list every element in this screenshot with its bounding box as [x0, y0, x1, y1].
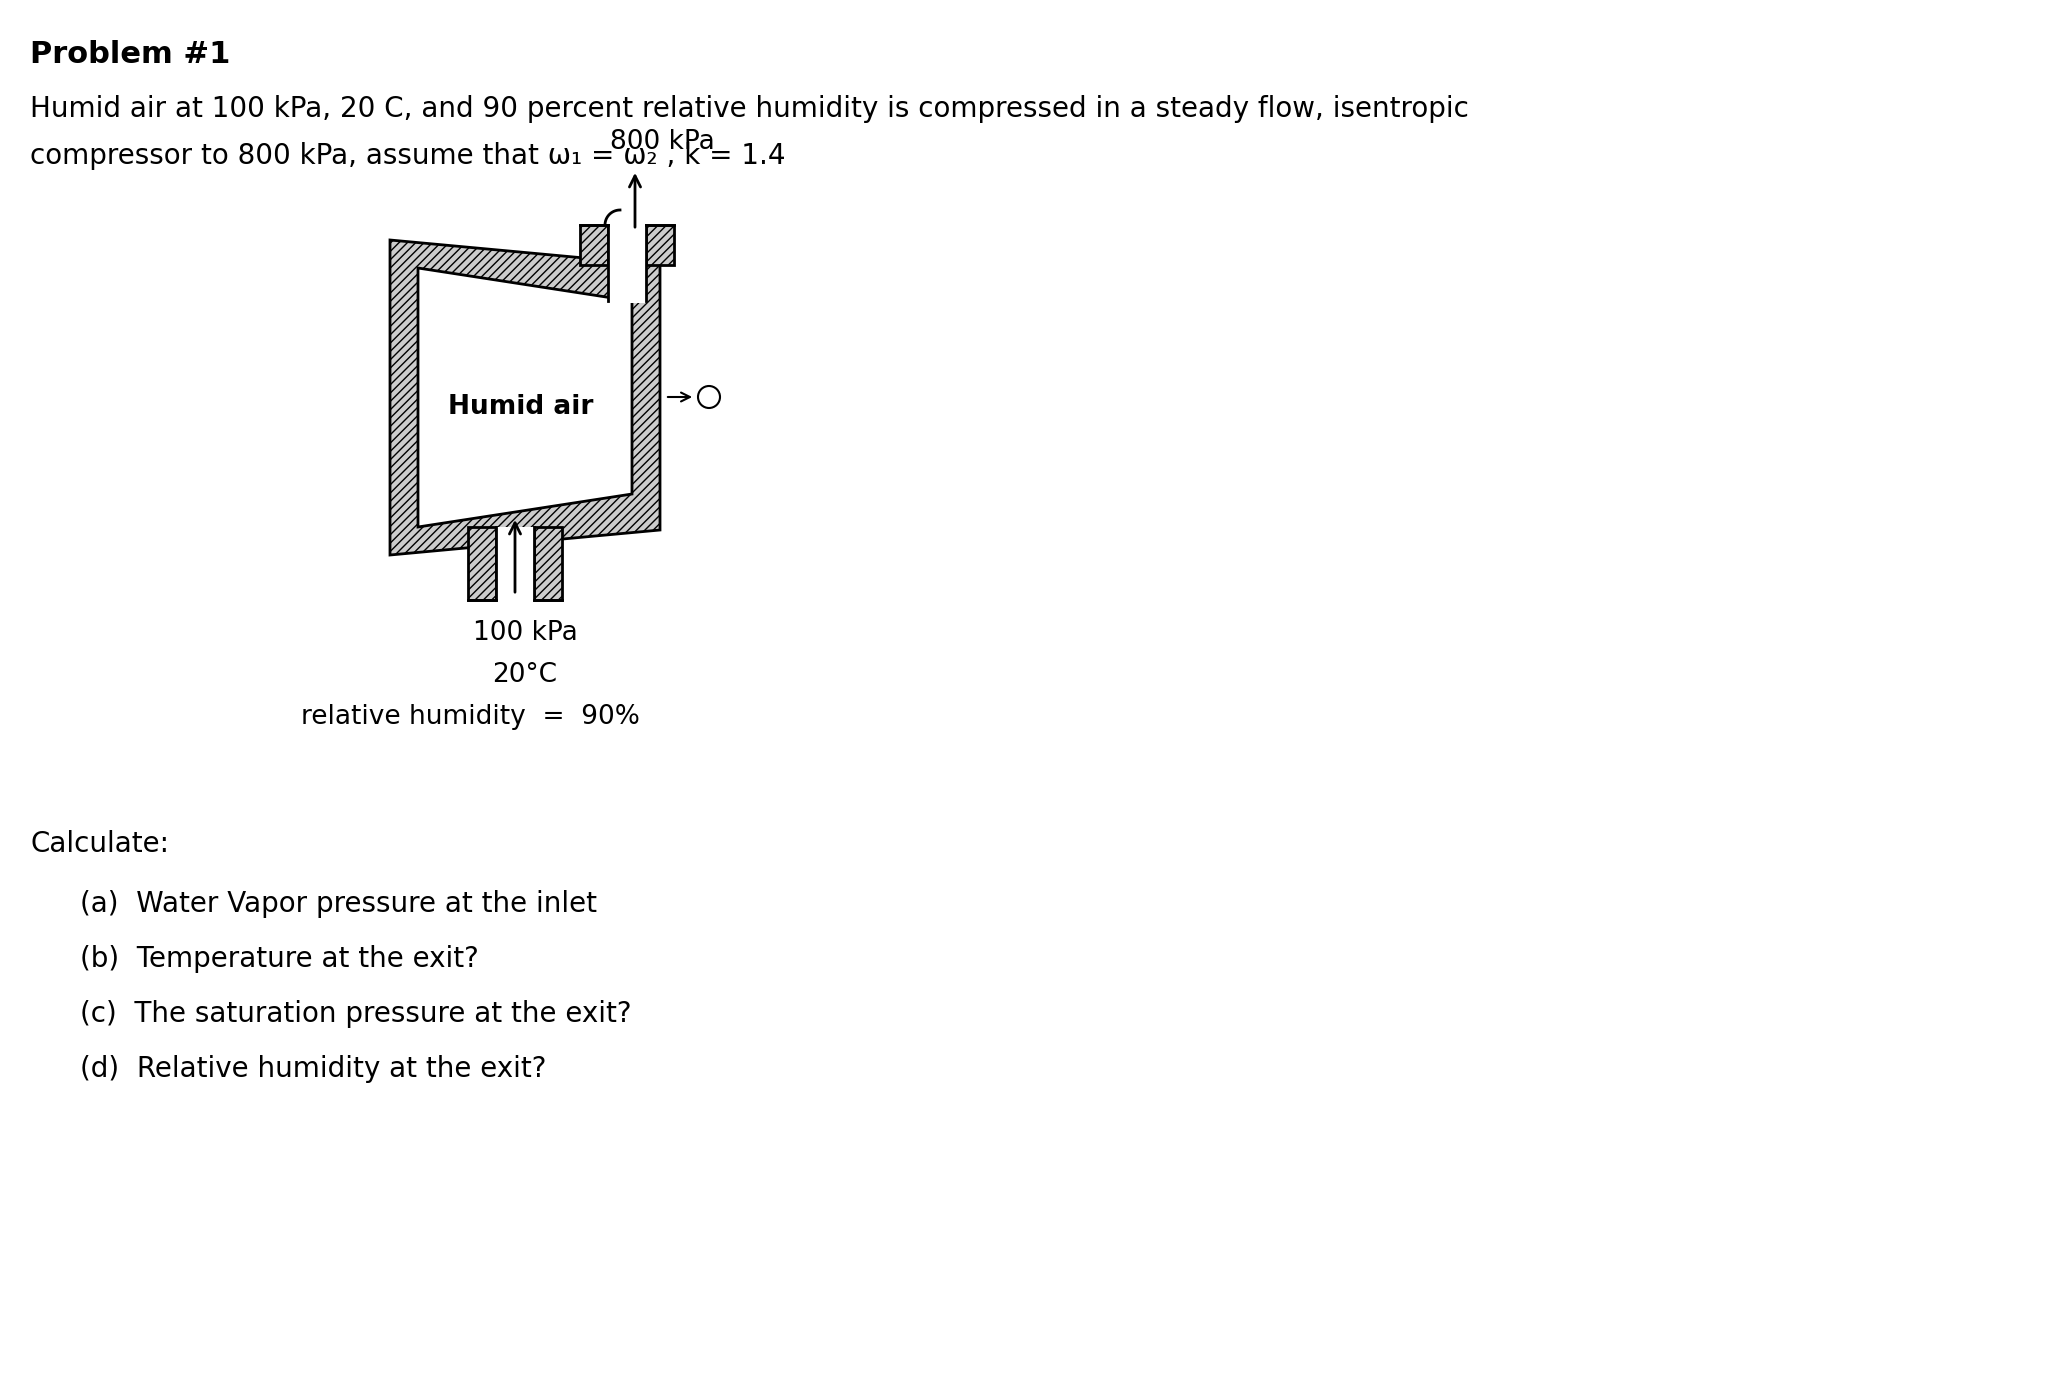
- Text: relative humidity  =  90%: relative humidity = 90%: [301, 704, 640, 730]
- Polygon shape: [469, 527, 495, 600]
- Text: Calculate:: Calculate:: [31, 829, 170, 858]
- Polygon shape: [647, 225, 673, 265]
- Text: 800 kPa: 800 kPa: [610, 128, 714, 155]
- Polygon shape: [579, 225, 608, 265]
- Polygon shape: [495, 533, 534, 551]
- Text: compressor to 800 kPa, assume that ω₁ = ω₂ , k = 1.4: compressor to 800 kPa, assume that ω₁ = …: [31, 142, 786, 170]
- Text: (a)  Water Vapor pressure at the inlet: (a) Water Vapor pressure at the inlet: [80, 890, 597, 918]
- Text: 20°C: 20°C: [493, 662, 557, 689]
- Polygon shape: [534, 527, 563, 600]
- Polygon shape: [608, 225, 647, 301]
- Text: (b)  Temperature at the exit?: (b) Temperature at the exit?: [80, 945, 479, 973]
- Text: Humid air: Humid air: [448, 395, 593, 420]
- Text: Humid air at 100 kPa, 20 C, and 90 percent relative humidity is compressed in a : Humid air at 100 kPa, 20 C, and 90 perce…: [31, 95, 1469, 123]
- Polygon shape: [608, 264, 647, 304]
- Text: (c)  The saturation pressure at the exit?: (c) The saturation pressure at the exit?: [80, 1000, 632, 1028]
- Polygon shape: [417, 268, 632, 527]
- Text: 100 kPa: 100 kPa: [473, 620, 577, 646]
- Text: (d)  Relative humidity at the exit?: (d) Relative humidity at the exit?: [80, 1054, 546, 1083]
- Polygon shape: [495, 527, 534, 604]
- Text: Problem #1: Problem #1: [31, 40, 231, 69]
- Polygon shape: [391, 240, 661, 555]
